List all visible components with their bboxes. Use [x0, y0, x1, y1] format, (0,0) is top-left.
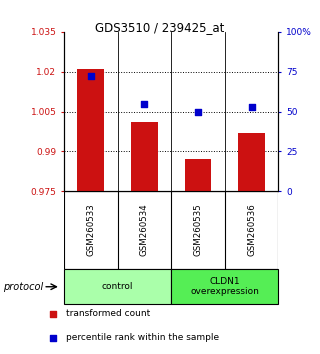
Bar: [131, 122, 158, 191]
Bar: [77, 69, 104, 191]
Text: GSM260534: GSM260534: [140, 204, 149, 257]
Point: [142, 101, 147, 107]
Point: [196, 109, 201, 114]
Point: [50, 335, 55, 341]
Text: control: control: [102, 282, 133, 291]
Point: [249, 104, 254, 110]
Text: percentile rank within the sample: percentile rank within the sample: [67, 333, 220, 342]
Text: GDS3510 / 239425_at: GDS3510 / 239425_at: [95, 21, 225, 34]
Text: protocol: protocol: [3, 282, 44, 292]
Text: transformed count: transformed count: [67, 309, 151, 318]
FancyBboxPatch shape: [64, 269, 171, 304]
Point: [50, 311, 55, 316]
Text: GSM260536: GSM260536: [247, 204, 256, 257]
Bar: [238, 133, 265, 191]
Bar: [185, 159, 212, 191]
Point: [88, 74, 93, 79]
Text: GSM260533: GSM260533: [86, 204, 95, 257]
Text: GSM260535: GSM260535: [194, 204, 203, 257]
FancyBboxPatch shape: [171, 269, 278, 304]
Text: CLDN1
overexpression: CLDN1 overexpression: [190, 277, 259, 296]
